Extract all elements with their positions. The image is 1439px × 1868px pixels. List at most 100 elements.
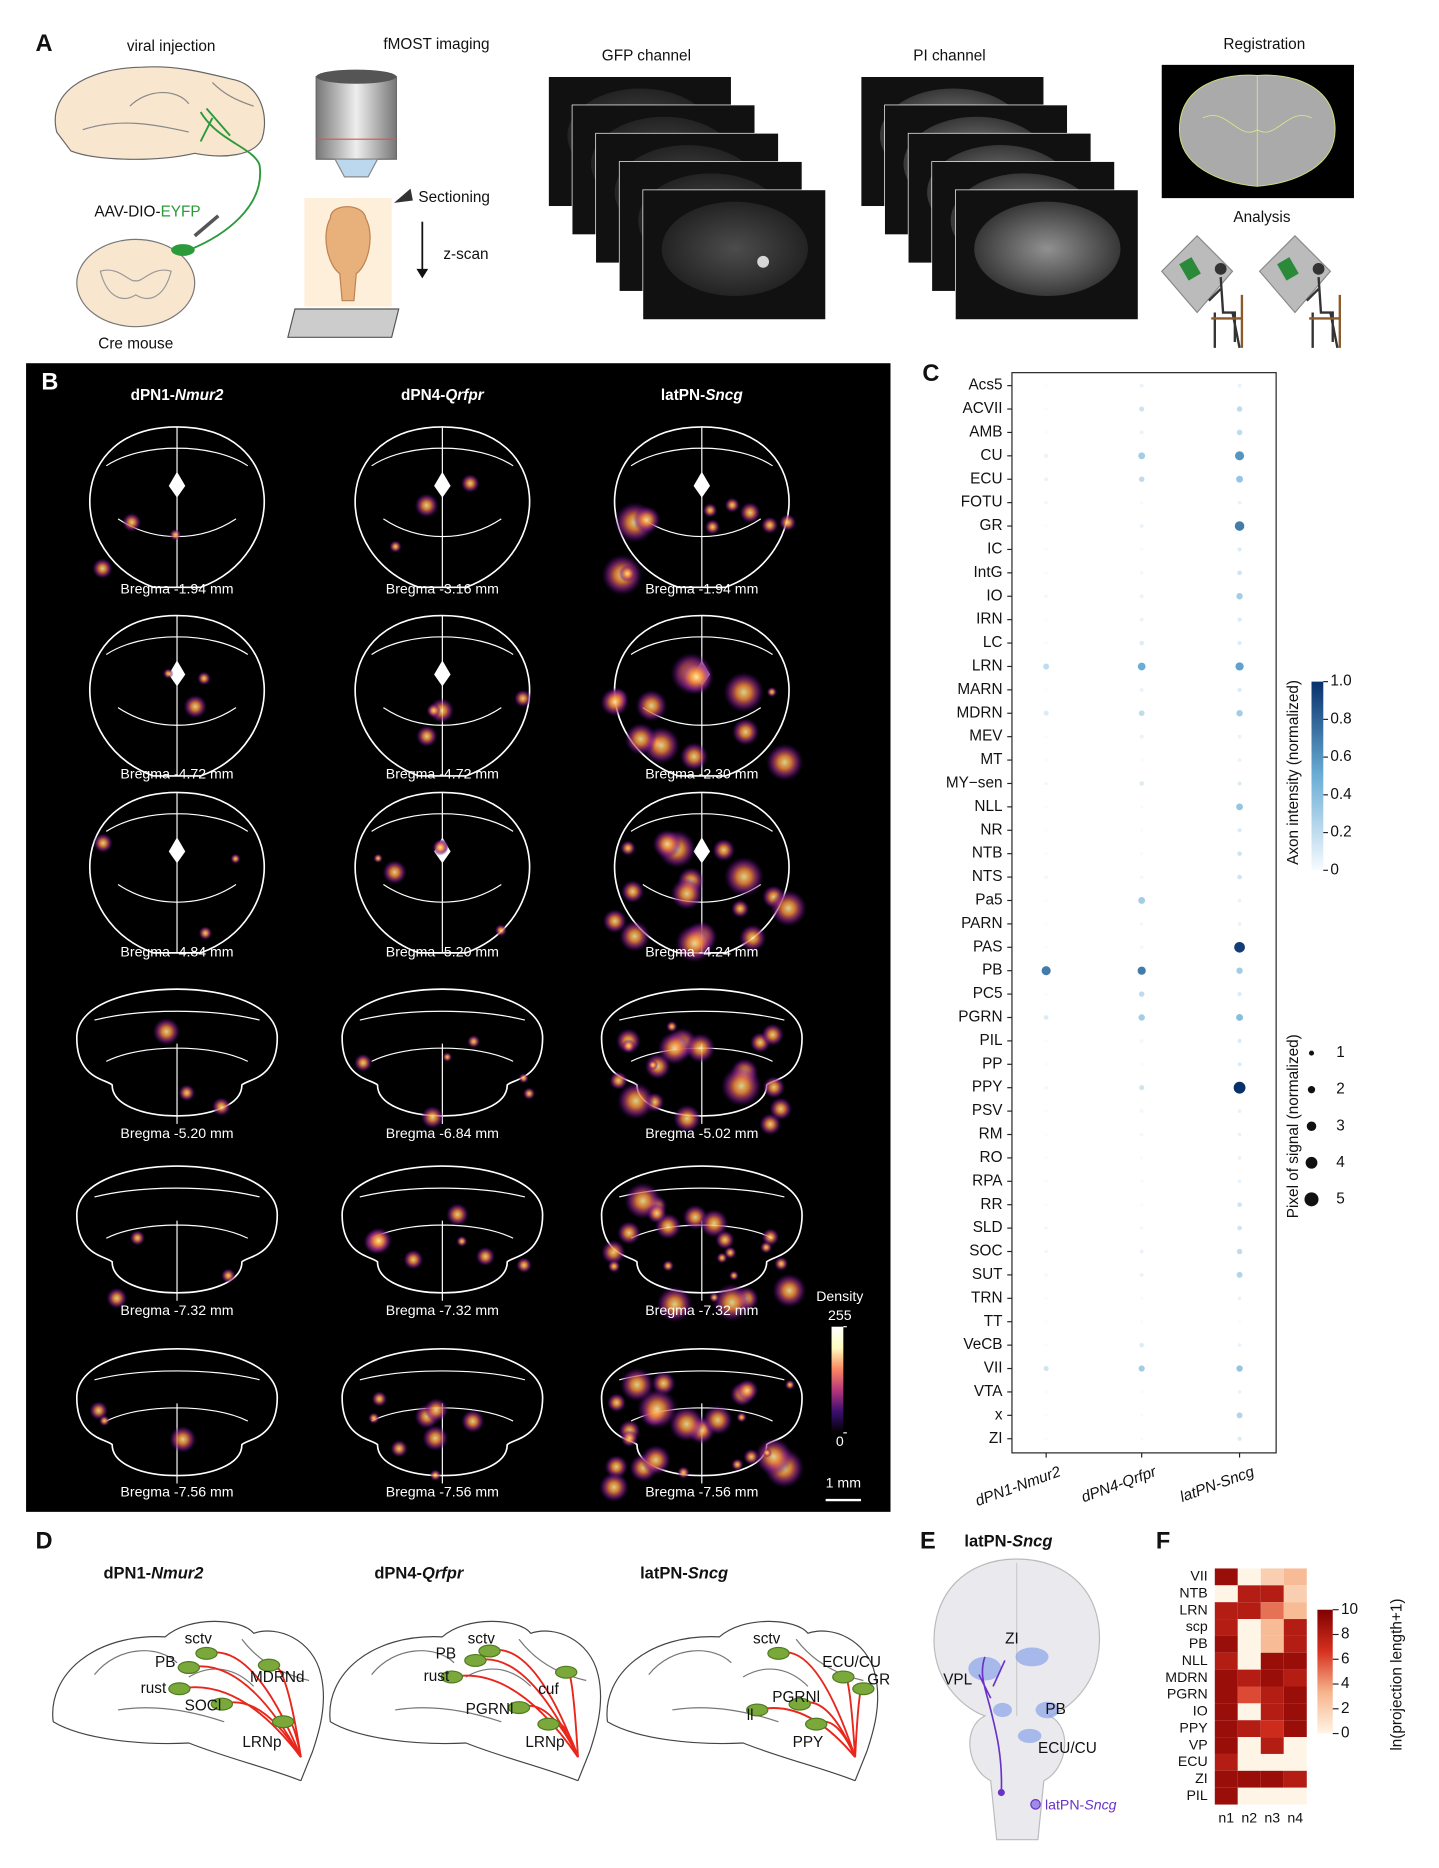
density-blob xyxy=(446,1203,469,1226)
heatmap-cell xyxy=(1214,1619,1238,1636)
dot xyxy=(1044,1203,1048,1207)
section-ventricle xyxy=(693,471,711,498)
colorbar-tick-label: 0 xyxy=(1330,861,1339,878)
dot xyxy=(1237,500,1242,505)
label-prefix: dPN1- xyxy=(131,387,175,404)
density-blob xyxy=(640,1444,672,1476)
size-legend-dot xyxy=(1307,1086,1316,1094)
y-tick-label: PGRN xyxy=(958,1009,1002,1026)
bregma-label: Bregma -7.32 mm xyxy=(120,1302,233,1318)
y-tick-label: ZI xyxy=(989,1430,1003,1447)
sagittal-outline xyxy=(606,1620,879,1782)
bregma-label: Bregma -2.30 mm xyxy=(645,766,758,782)
dot xyxy=(1044,1343,1048,1347)
gene-name: Qrfpr xyxy=(445,387,484,404)
target-region xyxy=(210,1697,234,1711)
dot xyxy=(1139,640,1144,646)
dot xyxy=(1044,641,1048,645)
heatmap-cell xyxy=(1283,1635,1307,1653)
row-label: PB xyxy=(1189,1635,1208,1651)
dot xyxy=(1237,1202,1242,1208)
label-prefix: latPN- xyxy=(1045,1796,1085,1812)
density-blob xyxy=(739,502,761,524)
projection-arrow xyxy=(188,1665,302,1758)
column-header: dPN1-Nmur2 xyxy=(103,1565,203,1583)
dot xyxy=(1138,452,1146,460)
colorbar-tick-label: 0.8 xyxy=(1330,710,1351,727)
region-label: ZI xyxy=(1005,1630,1019,1647)
dot xyxy=(1138,710,1145,717)
density-blob xyxy=(600,687,629,717)
sagittal-brain xyxy=(54,66,266,160)
density-blob xyxy=(475,1246,496,1267)
dot xyxy=(1237,547,1242,552)
dot xyxy=(1237,640,1242,646)
y-tick-label: RO xyxy=(980,1149,1003,1166)
bregma-label: Bregma -7.32 mm xyxy=(645,1302,758,1318)
y-tick-label: TRN xyxy=(971,1289,1003,1306)
density-blob xyxy=(685,1032,716,1064)
dot xyxy=(1233,1081,1246,1094)
dot xyxy=(1044,1249,1048,1254)
dot xyxy=(1044,781,1048,786)
bregma-label: Bregma -7.56 mm xyxy=(645,1484,758,1500)
density-blob xyxy=(522,1087,536,1100)
gfp-signal xyxy=(757,255,770,268)
density-blob xyxy=(607,1259,621,1273)
density-blob xyxy=(662,1260,674,1272)
dot xyxy=(1140,852,1144,856)
y-tick-label: MARN xyxy=(957,681,1002,698)
density-blob xyxy=(702,503,718,518)
density-blob xyxy=(606,1393,627,1413)
label: Cre mouse xyxy=(98,335,173,352)
dot xyxy=(1139,406,1145,412)
y-tick-label: PSV xyxy=(972,1102,1003,1119)
vector-prefix: AAV-DIO- xyxy=(94,203,160,220)
section-ventricle xyxy=(434,471,451,498)
density-blob xyxy=(599,1472,630,1503)
density-blob xyxy=(460,473,480,493)
column-label: n1 xyxy=(1218,1809,1234,1825)
heatmap-colorbar xyxy=(1317,1609,1333,1734)
y-tick-label: PP xyxy=(982,1055,1002,1072)
heatmap-cell xyxy=(1260,1737,1284,1754)
column-header: dPN1-Nmur2 xyxy=(131,387,224,404)
y-tick-label: NTB xyxy=(972,845,1003,862)
dot xyxy=(1237,758,1242,762)
y-tick-label: NLL xyxy=(974,798,1003,815)
heatmap-cell xyxy=(1214,1585,1238,1603)
y-tick-label: SLD xyxy=(973,1219,1003,1236)
section-ventricle xyxy=(168,660,186,687)
heatmap-cell xyxy=(1237,1770,1261,1788)
dot xyxy=(1140,1156,1144,1160)
row-label: VP xyxy=(1189,1736,1208,1752)
target-region xyxy=(440,1670,464,1684)
dot xyxy=(1043,663,1050,670)
panel-letter: B xyxy=(41,369,58,395)
y-tick-label: IRN xyxy=(976,611,1002,628)
dot xyxy=(1139,1272,1144,1277)
heatmap-cell xyxy=(1260,1568,1284,1586)
density-blob xyxy=(129,1230,146,1246)
column-header: dPN4-Qrfpr xyxy=(401,387,485,404)
density-blob xyxy=(731,1458,744,1471)
heatmap-cell xyxy=(1283,1770,1307,1788)
target-region xyxy=(804,1717,828,1731)
row-label: IO xyxy=(1193,1703,1208,1719)
density-blob xyxy=(765,743,804,782)
sagittal-diagram xyxy=(329,1620,602,1782)
region-label: PPY xyxy=(793,1734,824,1751)
density-blob xyxy=(197,671,211,686)
dot xyxy=(1237,1156,1242,1160)
density-blob xyxy=(389,540,402,553)
dot xyxy=(1044,922,1048,926)
region-label: cuf xyxy=(538,1681,559,1698)
dot xyxy=(1044,852,1048,856)
blade xyxy=(394,188,413,203)
density-blob xyxy=(712,838,736,862)
section-outline xyxy=(75,1348,279,1477)
dot xyxy=(1044,477,1049,482)
target-region xyxy=(195,1646,218,1660)
density-blob xyxy=(779,513,797,532)
size-legend-dot xyxy=(1308,1050,1315,1056)
